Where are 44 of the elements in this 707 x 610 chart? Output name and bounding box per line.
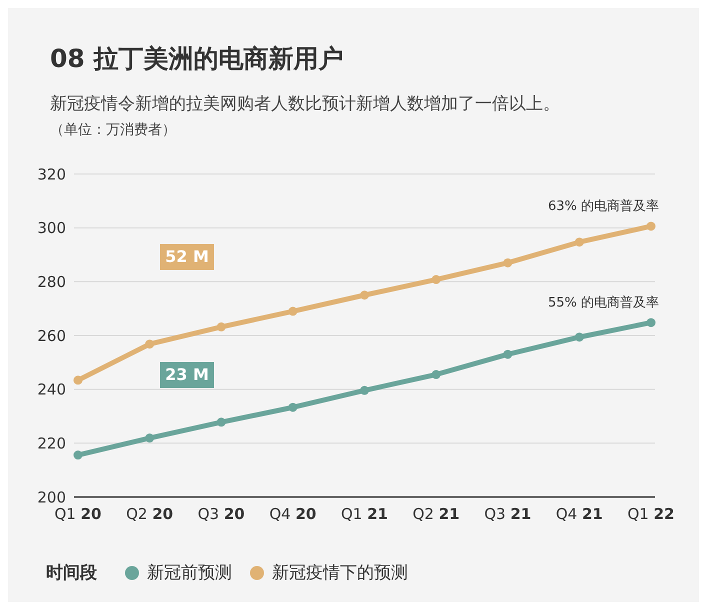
y-tick-label: 200 [37, 488, 66, 506]
x-tick-label: Q1 22 [628, 505, 674, 523]
point [503, 258, 512, 268]
point [145, 340, 154, 349]
annotation: 63% 的电商普及率 [548, 198, 659, 214]
y-tick-label: 280 [37, 272, 66, 291]
point [360, 290, 369, 300]
chart-title: 08 拉丁美洲的电商新用户 [50, 43, 344, 75]
x-tick-label: Q3 21 [484, 505, 532, 523]
point [145, 434, 154, 443]
legend-label: 新冠疫情下的预测 [272, 562, 408, 584]
y-tick-label: 320 [37, 165, 66, 184]
annotation: 23 M [160, 362, 214, 388]
chart-subtitle: 新冠疫情令新增的拉美网购者人数比预计新增人数增加了一倍以上。 [50, 93, 560, 115]
point [503, 350, 512, 359]
point [74, 376, 82, 385]
y-axis-title: （单位：万消费者） [50, 121, 176, 139]
y-tick-label: 220 [37, 434, 66, 452]
x-tick-label: Q3 20 [198, 505, 245, 523]
point [288, 402, 298, 412]
point [74, 450, 82, 460]
legend-label: 新冠前预测 [147, 562, 232, 584]
y-tick-label: 240 [37, 380, 66, 399]
annotation: 52 M [160, 244, 214, 270]
point [288, 306, 298, 316]
point [646, 318, 656, 328]
x-tick-label: Q4 20 [269, 505, 316, 523]
y-tick-label: 300 [37, 219, 66, 238]
point [360, 386, 369, 395]
point [574, 332, 584, 342]
x-tick-label: Q2 21 [412, 505, 460, 523]
x-tick-label: Q2 20 [126, 505, 174, 523]
annotation: 55% 的电商普及率 [548, 294, 659, 311]
point [216, 322, 226, 332]
x-tick-label: Q1 21 [341, 505, 388, 523]
y-tick-label: 260 [37, 326, 66, 345]
x-tick-label: Q4 21 [556, 505, 603, 523]
x-tick-label: Q1 20 [54, 505, 102, 523]
point [432, 275, 441, 284]
point [216, 418, 226, 427]
legend-title: 时间段 [46, 562, 97, 584]
point [432, 370, 441, 380]
point [646, 222, 656, 231]
point [574, 238, 584, 247]
